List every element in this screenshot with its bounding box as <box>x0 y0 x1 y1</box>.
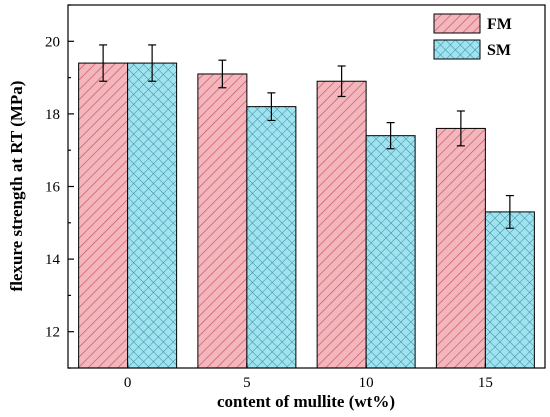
x-axis-title: content of mullite (wt%) <box>217 392 395 411</box>
y-axis-title: flexure strength at RT (MPa) <box>7 81 26 292</box>
error-bar-sm-0 <box>148 44 157 82</box>
bar-fm-10 <box>316 80 367 369</box>
bar-fm-0 <box>78 62 129 369</box>
bar-sm-15 <box>484 211 535 369</box>
legend-swatch-sm <box>433 39 481 60</box>
error-bar-fm-0 <box>99 44 108 82</box>
x-tick-label-0: 0 <box>124 375 132 391</box>
y-tick-label-12: 12 <box>45 325 60 341</box>
bar-fm-5 <box>197 73 248 369</box>
error-bar-fm-10 <box>337 65 346 98</box>
legend-swatch-fm <box>433 13 481 34</box>
error-bar-fm-5 <box>218 59 227 89</box>
x-tick-label-15: 15 <box>478 375 493 391</box>
error-bars-group <box>99 44 514 229</box>
legend: FM SM <box>433 13 512 60</box>
y-tick-label-16: 16 <box>45 180 61 196</box>
y-tick-label-20: 20 <box>45 34 60 50</box>
bar-sm-10 <box>365 135 416 369</box>
error-bar-sm-5 <box>267 92 276 122</box>
y-axis-ticks: 12 14 16 18 20 <box>45 4 74 369</box>
legend-label-sm: SM <box>487 42 511 59</box>
bars-group <box>78 62 535 369</box>
x-axis-ticks: 0 5 10 15 <box>124 363 493 391</box>
bar-sm-5 <box>246 106 297 369</box>
legend-label-fm: FM <box>487 16 512 33</box>
y-tick-label-14: 14 <box>45 252 61 268</box>
bar-sm-0 <box>127 62 178 369</box>
error-bar-sm-15 <box>505 194 514 229</box>
error-bar-sm-10 <box>386 122 395 150</box>
error-bar-fm-15 <box>456 110 465 147</box>
bar-fm-15 <box>435 127 486 369</box>
x-tick-label-5: 5 <box>243 375 251 391</box>
x-tick-label-10: 10 <box>359 375 374 391</box>
y-tick-label-18: 18 <box>45 107 60 123</box>
